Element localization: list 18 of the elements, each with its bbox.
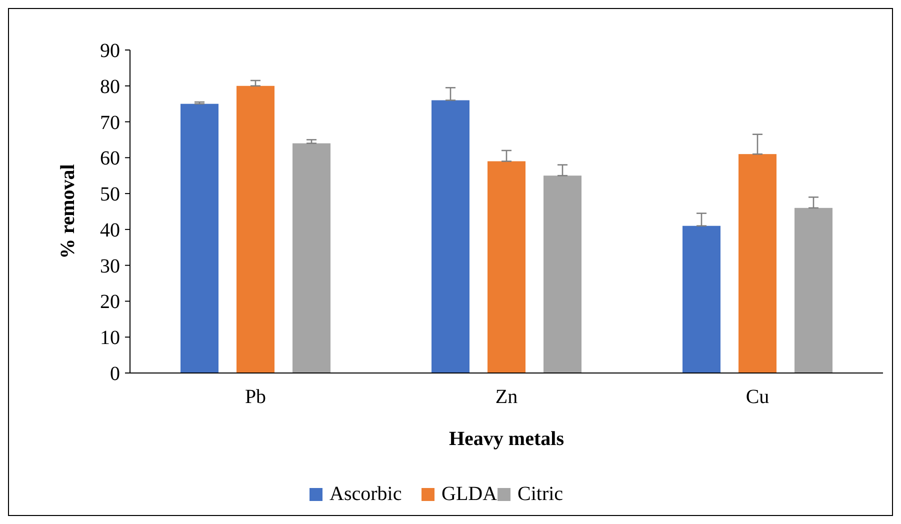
x-tick-label: Cu xyxy=(746,386,770,408)
x-tick-label: Zn xyxy=(495,386,518,408)
legend-label: Ascorbic xyxy=(330,483,402,505)
x-tick-label: Pb xyxy=(244,386,266,408)
y-tick-label: 50 xyxy=(100,184,120,206)
y-tick-label: 0 xyxy=(110,363,120,385)
y-tick-label: 30 xyxy=(100,255,120,278)
x-axis-title: Heavy metals xyxy=(449,428,564,450)
y-tick-label: 70 xyxy=(100,112,120,134)
y-tick-label: 90 xyxy=(100,40,120,62)
y-tick-label: 80 xyxy=(100,76,120,98)
y-tick-label: 10 xyxy=(100,327,120,350)
legend-label: GLDA xyxy=(442,483,498,505)
legend-label: Citric xyxy=(518,483,564,505)
y-tick-label: 60 xyxy=(100,148,120,170)
y-tick-label: 20 xyxy=(100,291,120,314)
y-axis-title: % removal xyxy=(57,164,79,259)
y-tick-label: 40 xyxy=(100,219,120,242)
